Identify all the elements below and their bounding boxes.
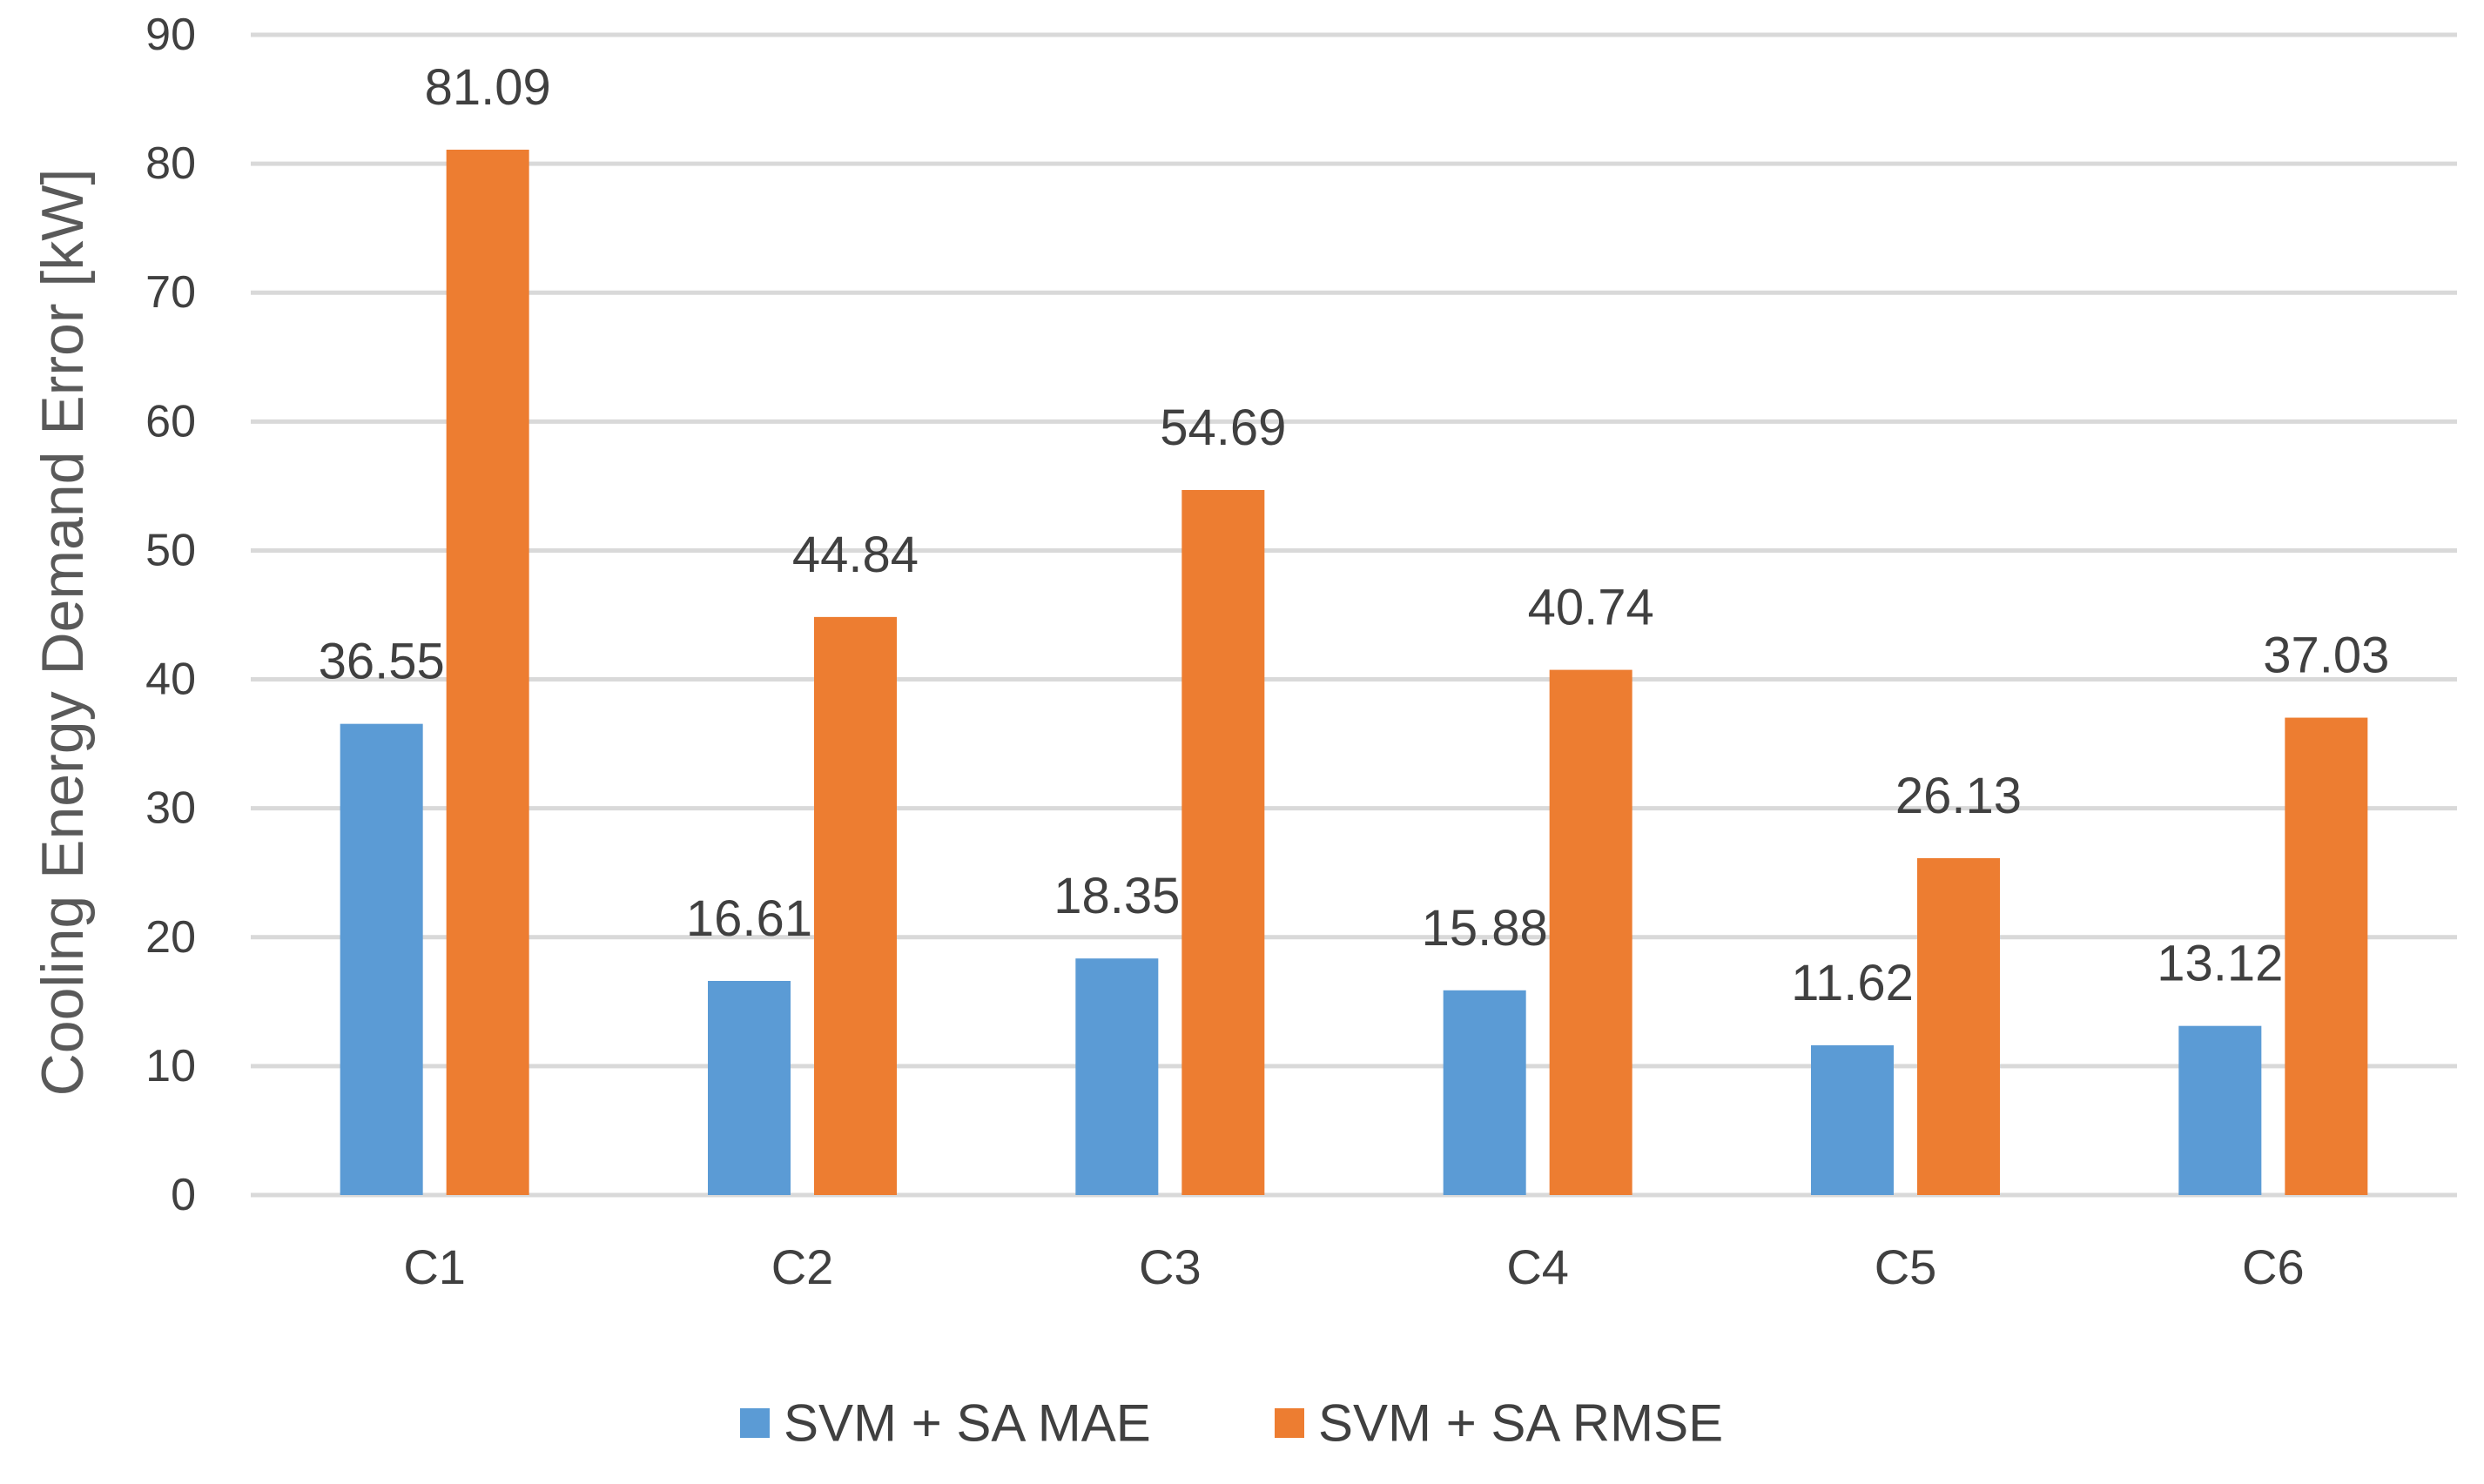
x-category-label: C5 <box>1875 1239 1937 1294</box>
data-label-c5-mae: 11.62 <box>1791 955 1914 1011</box>
y-tick-label: 70 <box>145 267 196 318</box>
gridlines <box>251 32 2457 1198</box>
data-label-c1-mae: 36.55 <box>319 634 445 690</box>
y-tick-label: 90 <box>145 10 196 60</box>
data-label-c4-mae: 15.88 <box>1422 900 1548 957</box>
y-tick-label: 20 <box>145 912 196 963</box>
y-tick-label: 10 <box>145 1041 196 1091</box>
bar-c3-mae <box>1075 958 1159 1195</box>
bar-c1-rmse <box>446 149 529 1195</box>
x-category-label: C1 <box>403 1239 466 1294</box>
data-label-c3-mae: 18.35 <box>1054 868 1180 924</box>
bar-c4-rmse <box>1549 669 1632 1195</box>
data-label-c6-mae: 13.12 <box>2157 936 2283 992</box>
x-category-label: C2 <box>771 1239 834 1294</box>
bar-c2-rmse <box>814 616 897 1195</box>
y-tick-label: 30 <box>145 783 196 834</box>
y-tick-label: 50 <box>145 525 196 575</box>
data-label-c3-rmse: 54.69 <box>1160 400 1286 456</box>
legend-swatch-rmse <box>1275 1408 1304 1438</box>
data-label-c2-rmse: 44.84 <box>792 527 919 583</box>
bar-c2-mae <box>708 980 791 1195</box>
x-category-label: C6 <box>2242 1239 2305 1294</box>
data-label-c1-rmse: 81.09 <box>425 59 551 116</box>
x-category-label: C4 <box>1506 1239 1569 1294</box>
data-label-c5-rmse: 26.13 <box>1895 768 2022 824</box>
data-label-c6-rmse: 37.03 <box>2263 628 2389 684</box>
x-axis-categories: C1 C2 C3 C4 C5 C6 <box>403 1239 2304 1294</box>
y-axis-title: Cooling Energy Demand Error [kW] <box>30 169 96 1097</box>
legend: SVM + SA MAE SVM + SA RMSE <box>740 1394 1723 1453</box>
bars <box>340 149 2368 1195</box>
bar-c4-mae <box>1443 990 1526 1195</box>
y-axis-ticks: 0 10 20 30 40 50 60 70 80 90 <box>145 10 196 1220</box>
bar-c6-mae <box>2178 1025 2262 1195</box>
legend-label-rmse: SVM + SA RMSE <box>1318 1394 1723 1453</box>
data-label-c4-rmse: 40.74 <box>1528 580 1654 636</box>
y-tick-label: 0 <box>171 1170 196 1220</box>
y-tick-label: 80 <box>145 138 196 189</box>
data-label-c2-mae: 16.61 <box>686 890 812 947</box>
legend-swatch-mae <box>740 1408 770 1438</box>
bar-c5-rmse <box>1917 857 2000 1195</box>
y-tick-label: 60 <box>145 396 196 447</box>
bar-c6-rmse <box>2285 717 2368 1195</box>
bar-c1-mae <box>340 723 423 1195</box>
bar-c3-rmse <box>1181 489 1265 1195</box>
data-labels: 36.55 81.09 16.61 44.84 18.35 54.69 15.88 40.74… <box>319 59 2390 1011</box>
bar-c5-mae <box>1811 1044 1894 1195</box>
legend-label-mae: SVM + SA MAE <box>784 1394 1151 1453</box>
y-tick-label: 40 <box>145 655 196 705</box>
x-category-label: C3 <box>1139 1239 1202 1294</box>
